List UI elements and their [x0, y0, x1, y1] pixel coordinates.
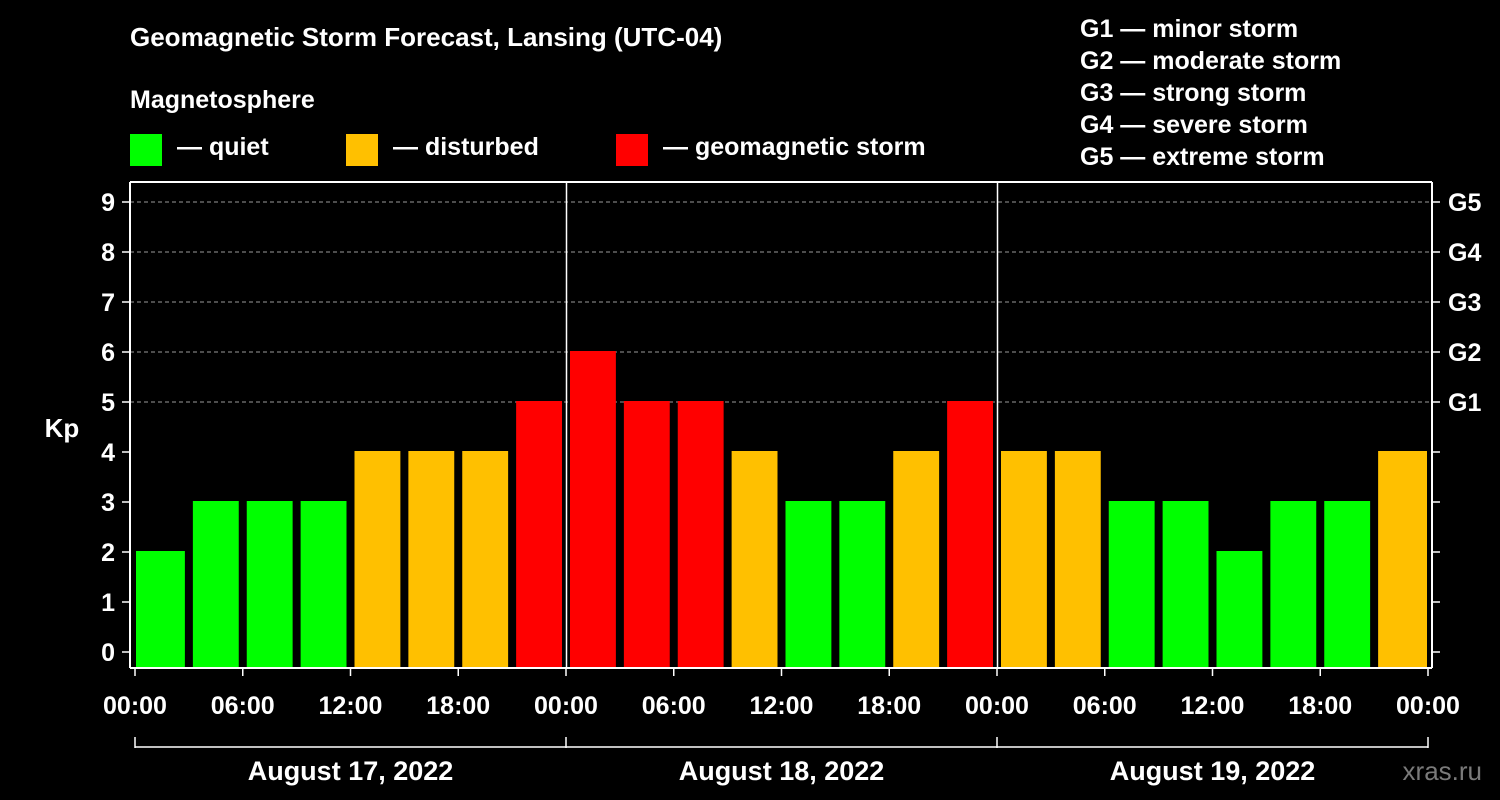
kp-bar: [516, 401, 562, 667]
x-tick-label: 12:00: [1181, 692, 1245, 720]
kp-bar: [677, 401, 724, 667]
kp-bar: [136, 551, 185, 667]
x-tick-label: 06:00: [1073, 692, 1137, 720]
kp-bar: [839, 501, 886, 667]
g-scale-label: G1: [1448, 389, 1481, 417]
g-scale-label: G2: [1448, 339, 1481, 367]
kp-bar: [1162, 501, 1209, 667]
y-tick-label: 6: [101, 339, 115, 367]
g-scale-label: G3: [1448, 289, 1481, 317]
y-axis-label: Kp: [45, 413, 80, 443]
x-tick-label: 18:00: [1288, 692, 1352, 720]
chart-title: Geomagnetic Storm Forecast, Lansing (UTC…: [130, 22, 723, 52]
x-tick-label: 06:00: [211, 692, 275, 720]
y-tick-label: 0: [101, 639, 115, 667]
kp-bar: [192, 501, 239, 667]
day-label: August 18, 2022: [679, 756, 885, 786]
x-tick-label: 12:00: [319, 692, 383, 720]
y-tick-label: 7: [101, 289, 115, 317]
y-tick-label: 5: [101, 389, 115, 417]
y-tick-label: 1: [101, 589, 115, 617]
kp-bar: [1270, 501, 1317, 667]
kp-bar: [1378, 451, 1427, 667]
x-tick-label: 00:00: [103, 692, 167, 720]
legend-heading: Magnetosphere: [130, 86, 315, 114]
storm-scale-g4: G4 — severe storm: [1080, 111, 1308, 139]
kp-bar: [623, 401, 670, 667]
kp-bar: [947, 401, 993, 667]
day-label: August 19, 2022: [1110, 756, 1316, 786]
y-tick-label: 8: [101, 239, 115, 267]
kp-bar: [785, 501, 832, 667]
kp-bar: [1001, 451, 1047, 667]
legend-label-disturbed: — disturbed: [393, 133, 539, 161]
legend-swatch-storm: [616, 134, 648, 166]
kp-bar: [300, 501, 347, 667]
kp-bar: [462, 451, 509, 667]
y-tick-label: 4: [101, 439, 115, 467]
legend-swatch-quiet: [130, 134, 162, 166]
kp-bar: [570, 351, 616, 667]
kp-bar: [1324, 501, 1371, 667]
kp-bar: [731, 451, 778, 667]
kp-bar: [1054, 451, 1101, 667]
legend-swatch-disturbed: [346, 134, 378, 166]
x-tick-label: 00:00: [965, 692, 1029, 720]
kp-bar: [1216, 551, 1263, 667]
x-tick-label: 06:00: [642, 692, 706, 720]
kp-bar: [1108, 501, 1155, 667]
legend-label-storm: — geomagnetic storm: [663, 133, 926, 161]
x-tick-label: 00:00: [1396, 692, 1460, 720]
y-tick-label: 2: [101, 539, 115, 567]
storm-scale-g5: G5 — extreme storm: [1080, 143, 1325, 171]
g-scale-label: G5: [1448, 189, 1481, 217]
y-tick-label: 9: [101, 189, 115, 217]
x-tick-label: 18:00: [857, 692, 921, 720]
kp-bar: [354, 451, 401, 667]
day-label: August 17, 2022: [248, 756, 454, 786]
kp-bar: [246, 501, 293, 667]
legend-label-quiet: — quiet: [177, 133, 269, 161]
storm-scale-g1: G1 — minor storm: [1080, 15, 1299, 43]
x-tick-label: 00:00: [534, 692, 598, 720]
kp-bar: [893, 451, 940, 667]
watermark: xras.ru: [1402, 756, 1482, 786]
x-tick-label: 18:00: [426, 692, 490, 720]
kp-bar: [408, 451, 455, 667]
g-scale-label: G4: [1448, 239, 1481, 267]
y-tick-label: 3: [101, 489, 115, 517]
storm-scale-g2: G2 — moderate storm: [1080, 47, 1342, 75]
x-tick-label: 12:00: [750, 692, 814, 720]
storm-scale-g3: G3 — strong storm: [1080, 79, 1307, 107]
